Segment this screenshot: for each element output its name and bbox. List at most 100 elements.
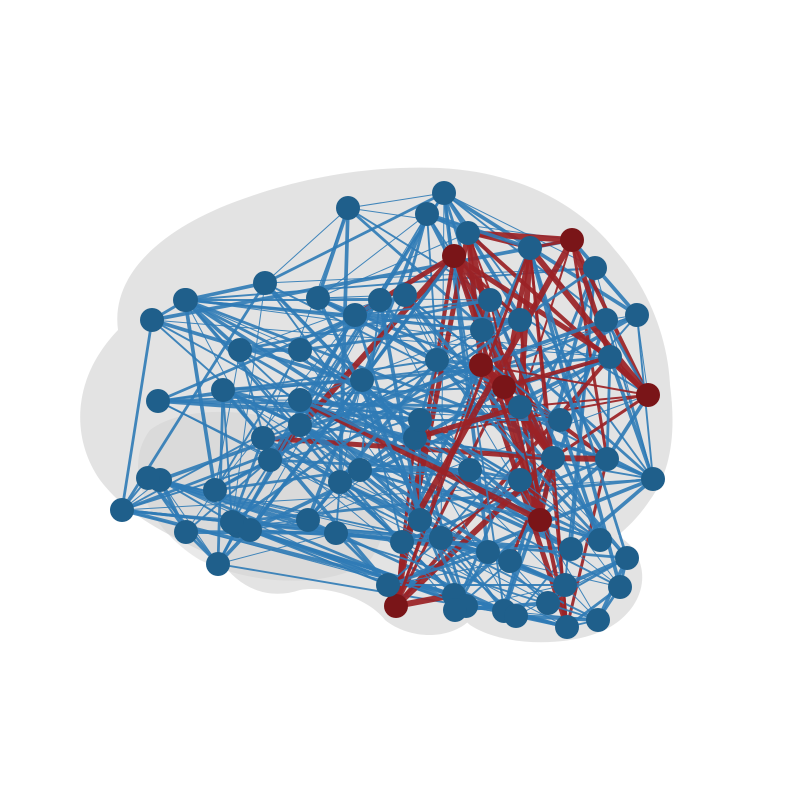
- network-node: [296, 508, 320, 532]
- network-edge: [440, 537, 505, 612]
- network-edge: [514, 614, 600, 622]
- network-node: [508, 468, 532, 492]
- network-edge: [120, 318, 154, 512]
- network-edge: [263, 191, 446, 285]
- network-node: [555, 615, 579, 639]
- network-node: [492, 375, 516, 399]
- network-node: [553, 573, 577, 597]
- network-edge: [231, 521, 467, 607]
- network-edge: [264, 267, 596, 284]
- network-node: [174, 520, 198, 544]
- network-edge: [466, 231, 650, 397]
- network-node: [324, 521, 348, 545]
- network-node: [508, 395, 532, 419]
- network-edge: [518, 318, 542, 522]
- network-edge: [316, 206, 350, 300]
- network-node: [228, 338, 252, 362]
- network-node: [288, 413, 312, 437]
- network-edge: [147, 477, 599, 621]
- network-node: [425, 348, 449, 372]
- network-edge: [157, 400, 549, 604]
- network-node: [350, 368, 374, 392]
- network-node: [548, 408, 572, 432]
- network-node: [625, 303, 649, 327]
- network-edge: [316, 296, 468, 608]
- network-node: [559, 537, 583, 561]
- network-node: [560, 228, 584, 252]
- network-node: [206, 552, 230, 576]
- network-node: [173, 288, 197, 312]
- network-edge: [299, 424, 517, 617]
- network-edge: [184, 281, 267, 302]
- network-edge: [412, 404, 523, 441]
- network-edge: [558, 418, 602, 542]
- network-node: [456, 221, 480, 245]
- network-node: [498, 549, 522, 573]
- network-edge: [306, 358, 439, 522]
- network-edge: [570, 238, 639, 317]
- network-edge: [400, 540, 456, 597]
- network-node: [608, 575, 632, 599]
- network-node: [476, 540, 500, 564]
- network-node: [328, 470, 352, 494]
- network-node: [504, 604, 528, 628]
- network-edge: [183, 298, 217, 492]
- network-edge: [237, 213, 428, 527]
- network-edge: [394, 355, 612, 608]
- network-edge: [248, 355, 612, 532]
- network-edge: [605, 393, 650, 461]
- network-edge: [480, 364, 649, 396]
- network-edge: [307, 394, 649, 521]
- network-edge: [354, 299, 491, 316]
- network-node: [306, 286, 330, 310]
- network-node: [429, 526, 453, 550]
- network-edge: [299, 329, 483, 401]
- network-node: [258, 448, 282, 472]
- network-node: [146, 389, 170, 413]
- network-node: [408, 408, 432, 432]
- network-node: [615, 546, 639, 570]
- network-node: [393, 283, 417, 307]
- network-node: [390, 530, 414, 554]
- network-node: [368, 288, 392, 312]
- network-node: [598, 345, 622, 369]
- network-edge: [519, 479, 601, 541]
- network-edge: [158, 318, 608, 482]
- network-edge: [230, 436, 265, 524]
- network-node: [586, 608, 610, 632]
- network-edge: [378, 298, 422, 522]
- network-node: [110, 498, 134, 522]
- network-edge: [605, 355, 612, 461]
- network-edge: [299, 349, 471, 471]
- network-node: [528, 508, 552, 532]
- network-node: [541, 446, 565, 470]
- network-node: [203, 478, 227, 502]
- network-edge: [317, 213, 428, 299]
- network-edge: [358, 468, 602, 542]
- node-group: [110, 181, 665, 639]
- network-node: [238, 518, 262, 542]
- network-node: [251, 426, 275, 450]
- network-edge: [487, 551, 549, 604]
- network-edge: [442, 191, 639, 317]
- network-edge: [443, 192, 596, 269]
- network-edge: [488, 298, 602, 542]
- network-node: [458, 458, 482, 482]
- network-edge: [452, 254, 522, 322]
- network-node: [288, 338, 312, 362]
- network-edge: [264, 282, 599, 621]
- network-edge: [378, 298, 602, 542]
- network-edge: [157, 399, 301, 402]
- network-edge: [570, 238, 609, 461]
- network-node: [253, 271, 277, 295]
- network-edge: [151, 319, 403, 543]
- network-edge: [502, 355, 612, 389]
- network-edge: [334, 531, 390, 587]
- network-edge: [298, 423, 512, 563]
- network-edge: [214, 349, 241, 491]
- network-node: [384, 594, 408, 618]
- network-node: [478, 288, 502, 312]
- network-edge: [214, 349, 301, 491]
- network-edge: [552, 457, 568, 628]
